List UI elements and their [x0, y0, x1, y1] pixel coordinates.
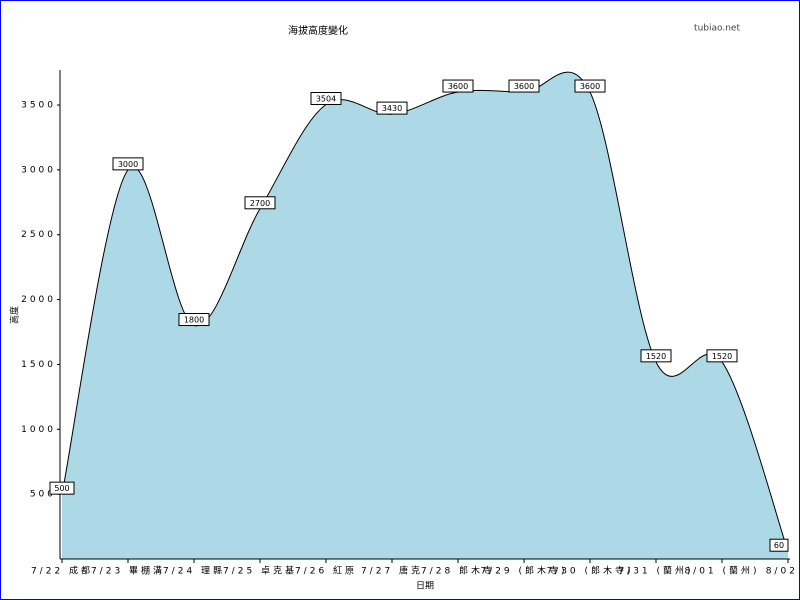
y-tick-label: 3000 — [21, 165, 56, 175]
x-tick-label: 8/01 (蘭州) — [684, 565, 759, 577]
value-label: 2700 — [250, 199, 270, 208]
value-label-box — [442, 79, 474, 93]
value-label-box — [244, 196, 276, 210]
value-label: 3000 — [118, 160, 138, 169]
value-label-box — [706, 349, 738, 363]
value-label-box — [310, 92, 342, 106]
area-line — [61, 71, 789, 552]
x-tick-label: 7/30 (郎木寺) — [546, 565, 633, 577]
value-label: 1800 — [184, 316, 204, 325]
y-axis-label: 高度 — [9, 306, 21, 324]
x-tick-label: 8/02 ( — [766, 567, 800, 577]
value-label-box — [769, 538, 789, 552]
x-tick-label: 7/22 成都 — [31, 565, 93, 577]
y-tick-label: 2000 — [21, 295, 56, 305]
value-label: 500 — [54, 484, 69, 493]
watermark: tubiao.net — [694, 24, 740, 34]
y-tick-label: 1500 — [21, 360, 56, 370]
value-label: 3504 — [316, 95, 336, 104]
y-tick-label: 500 — [30, 490, 56, 500]
y-tick-label: 1000 — [21, 425, 56, 435]
y-tick-label: 2500 — [21, 230, 56, 240]
value-label: 1520 — [646, 352, 666, 361]
value-label: 3600 — [514, 82, 534, 91]
x-tick-label: 7/23 畢棚溝 — [91, 565, 165, 577]
x-tick-label: 7/26 紅原 — [295, 566, 357, 577]
x-tick-label: 7/25 卓克基 — [223, 565, 297, 577]
x-tick-label: 7/27 唐克 — [361, 565, 423, 577]
x-tick-label: 7/29 (郎木寺) — [480, 565, 567, 577]
x-axis-label: 日期 — [416, 581, 434, 592]
value-label: 3600 — [580, 82, 600, 91]
x-tick-label: 7/24 理縣 — [163, 566, 225, 577]
value-label: 3430 — [382, 104, 402, 113]
x-tick-label: 7/31 (蘭州) — [618, 565, 693, 577]
value-label-box — [112, 157, 144, 171]
value-label: 3600 — [448, 82, 468, 91]
value-label: 1520 — [712, 352, 732, 361]
value-label-box — [376, 101, 408, 115]
x-tick-label: 7/28 郎木寺 — [421, 565, 495, 577]
area-fill — [62, 72, 788, 559]
y-tick-label: 3500 — [21, 101, 56, 111]
value-label-box — [178, 313, 210, 327]
value-label-box — [508, 79, 540, 93]
value-label-box — [574, 79, 606, 93]
chart-title: 海拔高度變化 — [288, 24, 348, 37]
value-label: 60 — [774, 541, 784, 550]
value-label-box — [49, 481, 75, 495]
value-label-box — [640, 349, 672, 363]
